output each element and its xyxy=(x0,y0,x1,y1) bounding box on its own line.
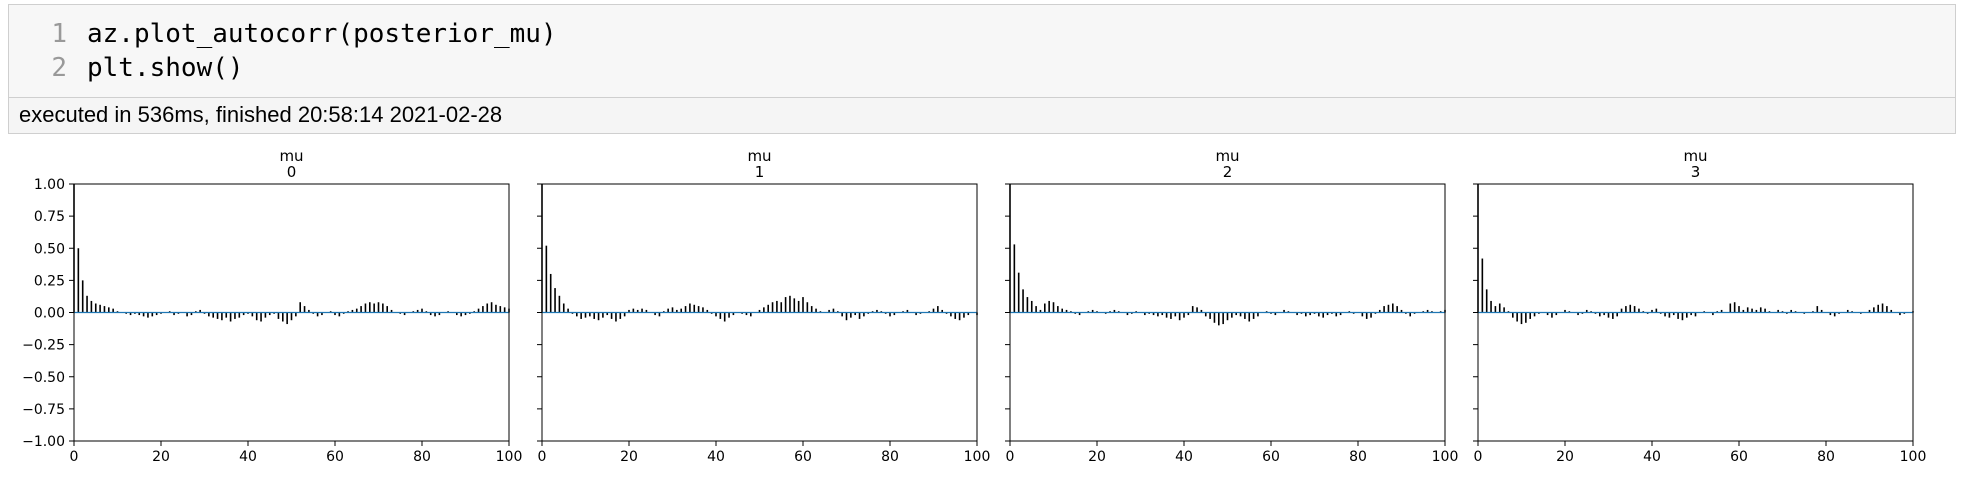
x-tick-label-1-20: 20 xyxy=(620,449,638,465)
subplot-title-0: mu xyxy=(279,147,303,165)
subplot-title-3: mu xyxy=(1683,147,1707,165)
x-tick-label-3-80: 80 xyxy=(1817,449,1835,465)
y-tick-label-1: 0.75 xyxy=(34,209,65,225)
execution-status-bar: executed in 536ms, finished 20:58:14 202… xyxy=(8,98,1956,134)
subplot-title-0: 0 xyxy=(287,163,297,181)
subplot-title-1: 1 xyxy=(755,163,765,181)
y-tick-label-5: −0.25 xyxy=(22,338,65,354)
y-tick-label-3: 0.25 xyxy=(34,273,65,289)
x-tick-label-0-80: 80 xyxy=(413,449,431,465)
x-tick-label-0-0: 0 xyxy=(70,449,79,465)
x-tick-label-2-0: 0 xyxy=(1006,449,1015,465)
y-tick-label-2: 0.50 xyxy=(34,241,65,257)
x-tick-label-3-0: 0 xyxy=(1474,449,1483,465)
subplot-title-3: 3 xyxy=(1691,163,1701,181)
x-tick-label-1-80: 80 xyxy=(881,449,899,465)
x-tick-label-1-0: 0 xyxy=(538,449,547,465)
code-cell-input[interactable]: 1 2 az.plot_autocorr(posterior_mu) plt.s… xyxy=(8,4,1956,98)
x-tick-label-3-100: 100 xyxy=(1900,449,1927,465)
subplot-title-2: 2 xyxy=(1223,163,1233,181)
x-tick-label-1-100: 100 xyxy=(964,449,991,465)
x-tick-label-2-80: 80 xyxy=(1349,449,1367,465)
x-tick-label-0-60: 60 xyxy=(326,449,344,465)
line-number-2: 2 xyxy=(51,53,67,83)
x-tick-label-2-60: 60 xyxy=(1262,449,1280,465)
x-tick-label-2-20: 20 xyxy=(1088,449,1106,465)
y-tick-label-7: −0.75 xyxy=(22,402,65,418)
x-tick-label-2-40: 40 xyxy=(1175,449,1193,465)
code-line-2[interactable]: plt.show() xyxy=(87,53,244,83)
y-tick-label-8: −1.00 xyxy=(22,434,65,450)
subplot-title-1: mu xyxy=(747,147,771,165)
x-tick-label-2-100: 100 xyxy=(1432,449,1459,465)
y-tick-label-6: −0.50 xyxy=(22,370,65,386)
x-tick-label-0-20: 20 xyxy=(152,449,170,465)
x-tick-label-3-40: 40 xyxy=(1643,449,1661,465)
x-tick-label-1-60: 60 xyxy=(794,449,812,465)
line-number-1: 1 xyxy=(51,19,67,49)
x-tick-label-0-100: 100 xyxy=(496,449,523,465)
x-tick-label-0-40: 40 xyxy=(239,449,257,465)
y-tick-label-0: 1.00 xyxy=(34,177,65,193)
x-tick-label-1-40: 40 xyxy=(707,449,725,465)
y-tick-label-4: 0.00 xyxy=(34,306,65,322)
x-tick-label-3-20: 20 xyxy=(1556,449,1574,465)
line-number-gutter: 1 2 xyxy=(9,5,79,97)
code-line-1[interactable]: az.plot_autocorr(posterior_mu) xyxy=(87,19,557,49)
subplot-title-2: mu xyxy=(1215,147,1239,165)
x-tick-label-3-60: 60 xyxy=(1730,449,1748,465)
